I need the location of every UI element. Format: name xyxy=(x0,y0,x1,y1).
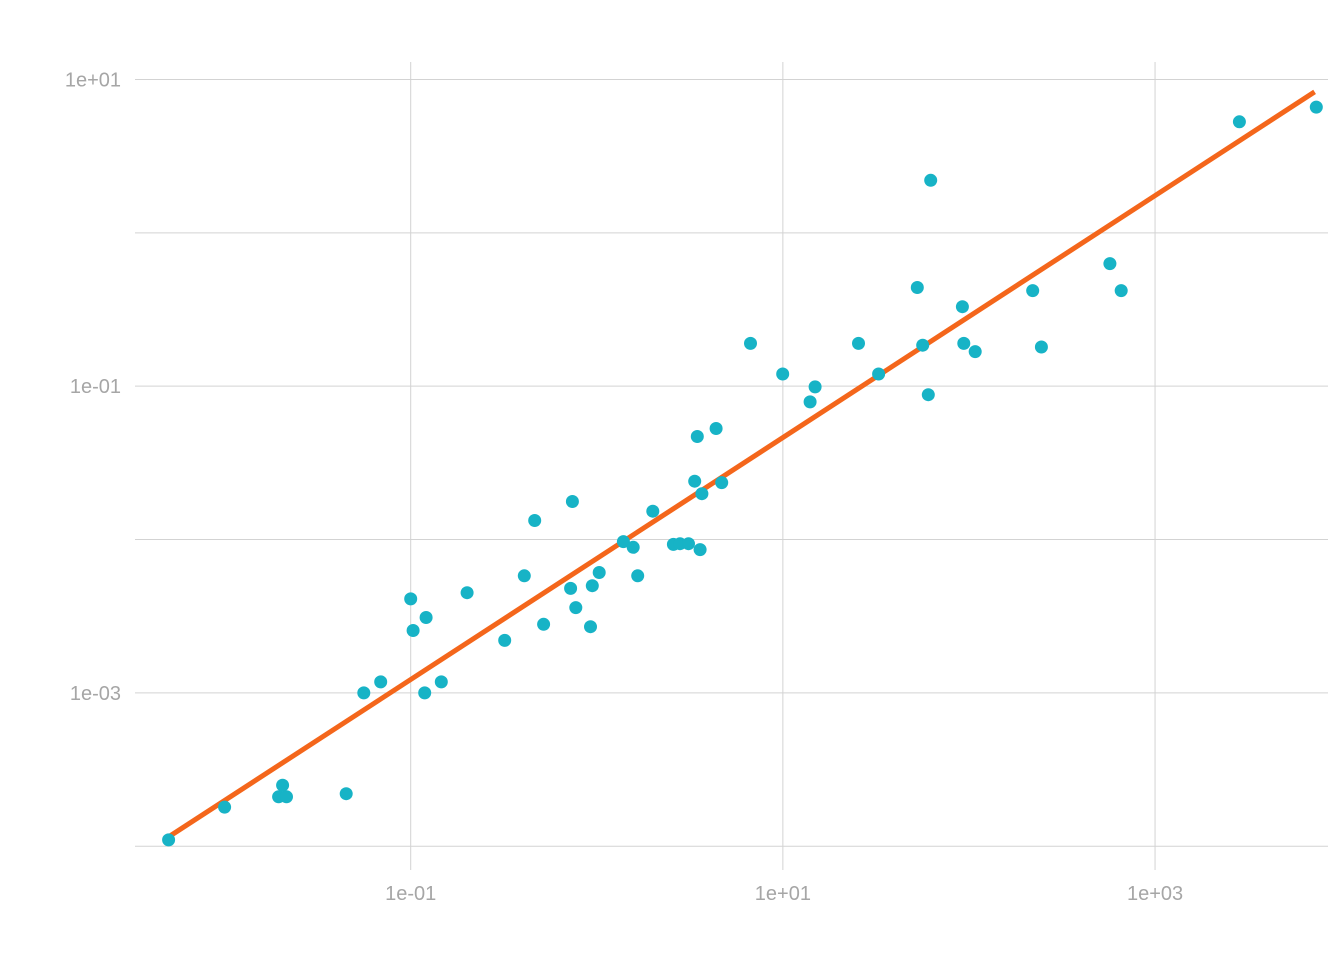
data-point xyxy=(218,800,232,814)
data-point xyxy=(1103,257,1117,271)
data-point xyxy=(517,569,531,583)
data-point xyxy=(569,601,583,615)
y-tick-label: 1e+01 xyxy=(65,69,121,91)
data-point xyxy=(280,790,293,804)
data-point xyxy=(406,624,420,637)
data-point xyxy=(404,592,418,606)
data-point xyxy=(744,336,757,350)
x-tick-label: 1e+03 xyxy=(1127,883,1183,905)
data-point xyxy=(631,569,645,583)
x-tick-label: 1e-01 xyxy=(385,883,436,905)
data-point xyxy=(852,336,865,350)
data-point xyxy=(339,787,353,801)
data-point xyxy=(693,543,707,557)
data-point xyxy=(1034,340,1048,354)
data-point xyxy=(690,430,704,443)
data-point xyxy=(564,581,578,595)
data-point xyxy=(460,586,474,600)
data-point xyxy=(418,686,432,700)
data-point xyxy=(776,367,790,381)
x-tick-label: 1e+01 xyxy=(755,883,811,905)
y-tick-label: 1e-01 xyxy=(70,376,121,398)
y-tick-label: 1e-03 xyxy=(70,683,121,705)
fit-line xyxy=(167,89,1316,839)
data-point xyxy=(434,675,448,689)
data-point xyxy=(921,388,935,402)
data-point xyxy=(357,686,371,700)
data-point xyxy=(1026,284,1040,298)
data-point xyxy=(682,537,695,551)
data-point xyxy=(924,173,938,187)
fit-line-layer xyxy=(167,89,1316,839)
data-point xyxy=(808,380,822,394)
x-axis-tick-labels: 1e-01 1e+01 1e+03 xyxy=(385,883,1183,905)
y-axis-tick-labels: 1e-03 1e-01 1e+01 xyxy=(65,69,121,704)
data-point xyxy=(276,778,290,792)
data-point xyxy=(537,617,551,631)
data-point xyxy=(1114,284,1128,298)
data-point xyxy=(955,300,969,314)
data-point xyxy=(565,495,579,508)
data-point xyxy=(626,540,640,554)
data-point xyxy=(528,514,542,527)
data-point xyxy=(803,395,817,409)
data-point xyxy=(695,487,709,501)
data-point xyxy=(910,281,924,294)
data-point xyxy=(616,535,630,549)
data-point xyxy=(715,476,729,490)
data-point xyxy=(957,336,971,350)
data-point xyxy=(872,367,886,381)
data-point xyxy=(498,633,512,647)
data-point xyxy=(709,422,723,435)
data-point xyxy=(916,338,930,352)
data-point xyxy=(688,474,702,488)
data-point xyxy=(592,566,606,579)
data-point xyxy=(585,579,599,593)
data-point xyxy=(968,345,982,359)
data-point xyxy=(584,620,597,634)
data-point xyxy=(646,504,660,518)
data-point xyxy=(1309,100,1323,114)
data-point xyxy=(1232,115,1246,129)
data-points xyxy=(162,100,1323,847)
data-point xyxy=(419,611,433,624)
data-point xyxy=(162,833,176,847)
grid-lines xyxy=(135,62,1328,870)
data-point xyxy=(374,675,388,689)
